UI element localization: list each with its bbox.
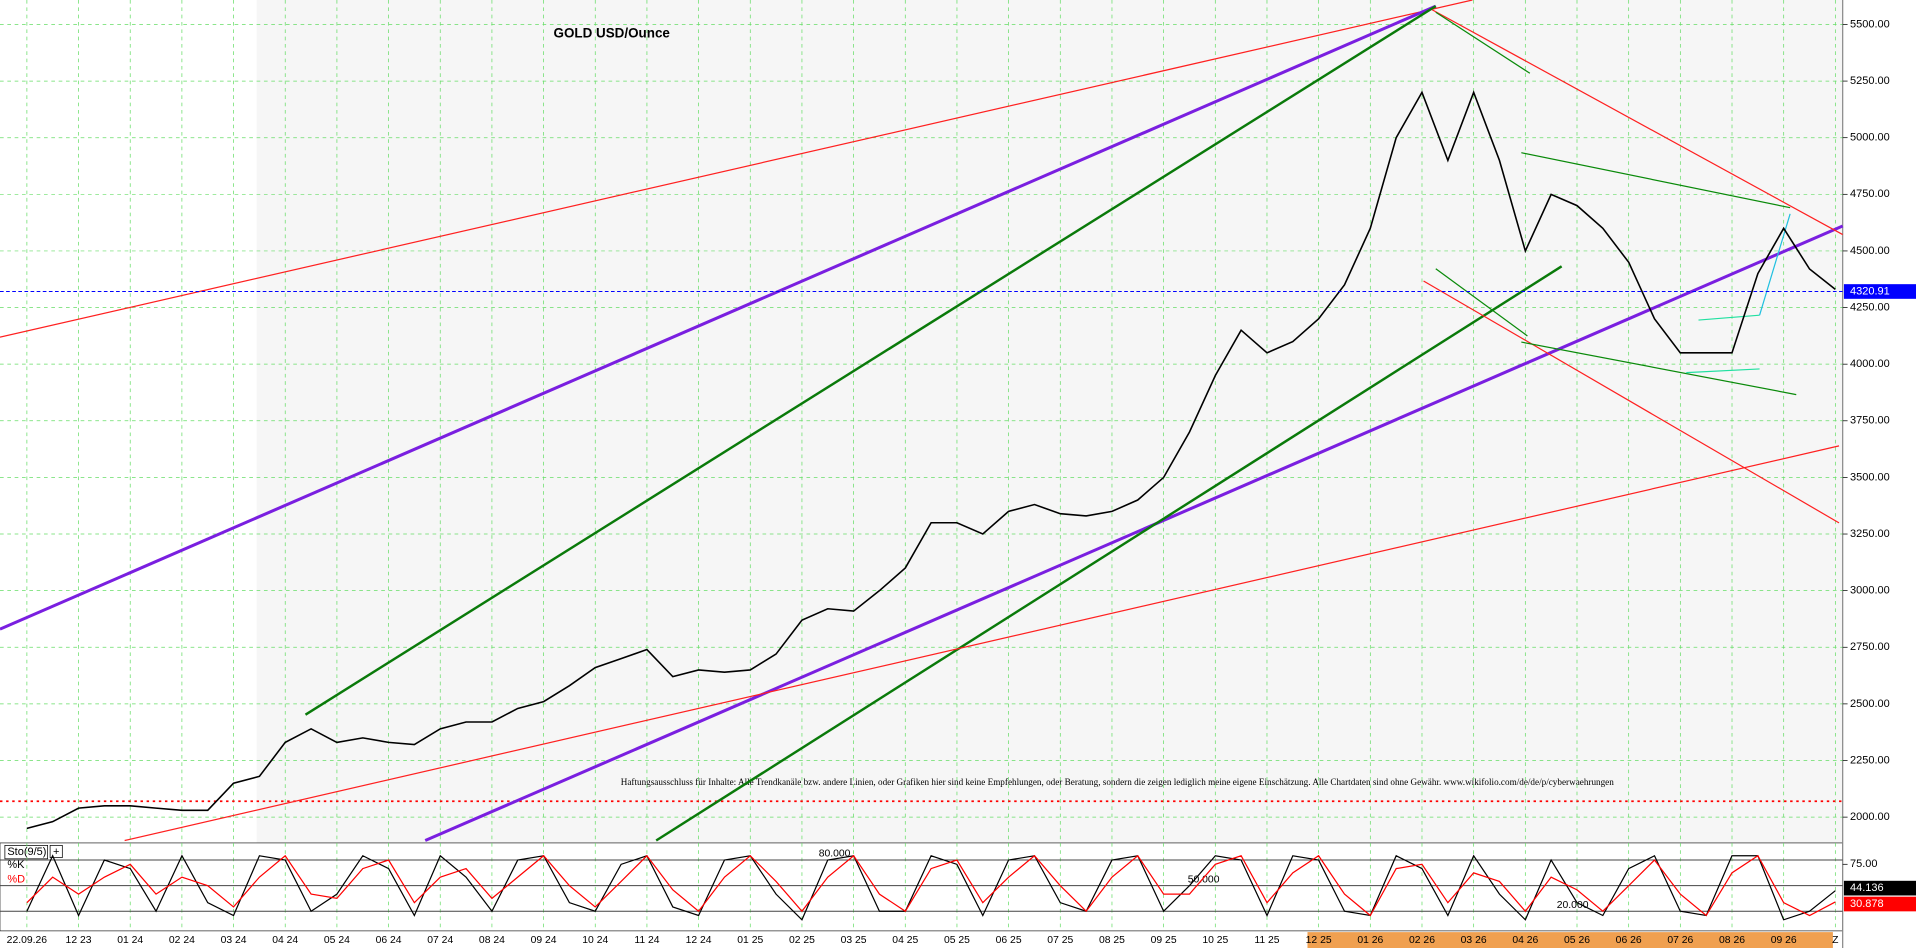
x-tick-label: 09 24 — [531, 935, 557, 946]
expand-button[interactable] — [49, 845, 63, 858]
x-tick-label: 11 24 — [634, 935, 659, 946]
legend-label: %D — [7, 873, 25, 885]
x-tick-label: 12 23 — [66, 935, 92, 946]
y-tick-label: 5000.00 — [1850, 132, 1890, 144]
plot-background-light — [0, 0, 257, 843]
x-tick-label: 07 26 — [1667, 935, 1693, 946]
y-tick-label: 75.00 — [1850, 858, 1878, 870]
x-tick-label: 03 25 — [841, 935, 867, 946]
trendline — [1686, 368, 1760, 374]
value-box — [1843, 880, 1916, 896]
y-tick-label: 4500.00 — [1850, 245, 1890, 257]
x-tick-label: 04 25 — [892, 935, 918, 946]
x-tick-label: 01 26 — [1357, 935, 1383, 946]
last-price-label: 4320.91 — [1850, 285, 1890, 297]
x-tick-label: 04 24 — [272, 935, 298, 946]
trendline — [1435, 268, 1528, 337]
expand-icon: + — [53, 846, 59, 858]
x-tick-label: Z — [1832, 935, 1839, 946]
trendline — [124, 445, 1840, 842]
y-tick-label: 4750.00 — [1850, 188, 1890, 200]
trendline — [1423, 280, 1840, 524]
stoch-background — [0, 842, 1843, 932]
trendline — [1521, 152, 1791, 209]
plot-background — [0, 0, 1843, 843]
x-tick-label: 08 26 — [1719, 935, 1745, 946]
x-tick-label: 12 25 — [1306, 935, 1332, 946]
x-tick-label: 05 26 — [1564, 935, 1590, 946]
y-tick-label: 3750.00 — [1850, 415, 1890, 427]
trendline — [655, 265, 1563, 842]
y-tick-label: 4250.00 — [1850, 301, 1890, 313]
legend-label: %K — [7, 859, 25, 871]
x-tick-label: 10 25 — [1202, 935, 1228, 946]
trendline — [1521, 341, 1797, 396]
x-tick-label: 03 26 — [1461, 935, 1487, 946]
trendlines — [0, 0, 1844, 842]
trendline — [304, 5, 1437, 716]
x-tick-label: 02 26 — [1409, 935, 1435, 946]
level-label: 20.000 — [1557, 900, 1589, 911]
y-tick-label: 5250.00 — [1850, 75, 1890, 87]
x-tick-label: 01 25 — [737, 935, 763, 946]
x-tick-label: 07 24 — [427, 935, 453, 946]
y-tick-label: 4000.00 — [1850, 358, 1890, 370]
x-tick-label: 12 24 — [686, 935, 712, 946]
value-box — [1843, 896, 1916, 912]
x-tick-label: 22.09.26 — [7, 935, 48, 946]
x-tick-label: 04 26 — [1512, 935, 1538, 946]
axis-highlight — [1307, 932, 1833, 948]
y-tick-label: 2500.00 — [1850, 698, 1890, 710]
x-tick-label: 06 26 — [1616, 935, 1642, 946]
last-price-box — [1843, 284, 1916, 299]
x-tick-label: 08 25 — [1099, 935, 1125, 946]
value-label: 30.878 — [1850, 898, 1884, 910]
x-tick-label: 09 26 — [1771, 935, 1797, 946]
x-tick-label: 06 25 — [996, 935, 1022, 946]
x-tick-label: 08 24 — [479, 935, 505, 946]
x-tick-label: 02 24 — [169, 935, 195, 946]
y-tick-label: 3250.00 — [1850, 528, 1890, 540]
trendline — [1435, 11, 1531, 74]
x-tick-label: 02 25 — [789, 935, 815, 946]
y-tick-label: 2000.00 — [1850, 811, 1890, 823]
series-line — [26, 854, 1836, 917]
x-tick-label: 05 24 — [324, 935, 350, 946]
x-tick-label: 05 25 — [944, 935, 970, 946]
x-tick-label: 06 24 — [376, 935, 402, 946]
y-tick-label: 2750.00 — [1850, 641, 1890, 653]
x-tick-label: 11 25 — [1254, 935, 1279, 946]
chart-title: GOLD USD/Ounce — [554, 26, 670, 41]
x-tick-label: 03 24 — [221, 935, 247, 946]
trendline — [0, 0, 1473, 338]
series-line — [26, 90, 1836, 830]
value-label: 44.136 — [1850, 882, 1884, 894]
level-label: 50.000 — [1188, 874, 1220, 885]
trendline — [1431, 9, 1843, 236]
x-tick-label: 07 25 — [1047, 935, 1073, 946]
x-tick-label: 09 25 — [1151, 935, 1177, 946]
y-tick-label: 2250.00 — [1850, 754, 1890, 766]
y-tick-label: 5500.00 — [1850, 18, 1890, 30]
x-tick-label: 10 24 — [582, 935, 608, 946]
x-tick-label: 01 24 — [117, 935, 143, 946]
level-label: 80.000 — [819, 849, 851, 860]
y-tick-label: 3000.00 — [1850, 585, 1890, 597]
trendline — [1698, 314, 1760, 321]
legend-box — [4, 845, 49, 860]
y-tick-label: 3500.00 — [1850, 471, 1890, 483]
disclaimer: Haftungsausschluss für Inhalte: Alle Tre… — [621, 777, 1615, 787]
trendline — [424, 224, 1844, 842]
trendline — [0, 4, 1437, 631]
